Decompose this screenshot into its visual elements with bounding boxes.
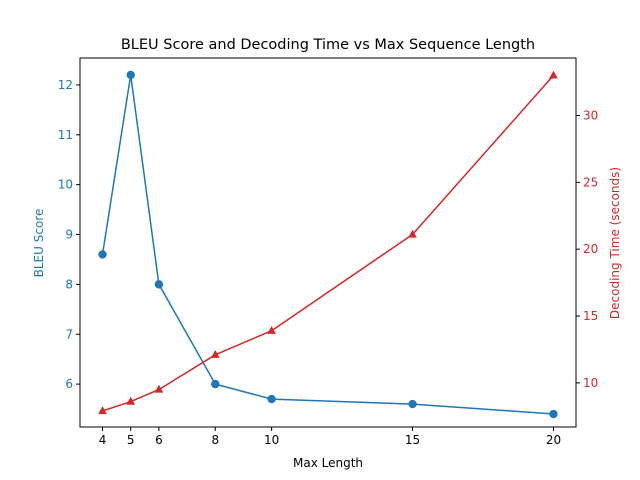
decoding-time-point-4 bbox=[98, 406, 107, 415]
decoding-time-point-15 bbox=[408, 229, 417, 238]
decoding-time-point-5 bbox=[126, 396, 136, 405]
x-axis-label: Max Length bbox=[293, 456, 363, 470]
right-y-tick-label-10: 10 bbox=[583, 376, 598, 390]
left-y-tick-label-9: 9 bbox=[65, 228, 73, 242]
x-tick-label-5: 5 bbox=[127, 433, 135, 447]
bleu-point-15 bbox=[408, 399, 417, 409]
bleu-point-5 bbox=[126, 70, 135, 80]
right-y-tick-label-25: 25 bbox=[583, 175, 598, 189]
decoding-time-point-20 bbox=[549, 70, 558, 79]
decoding-time-point-10 bbox=[267, 325, 276, 334]
right-y-tick-label-30: 30 bbox=[583, 108, 598, 122]
x-tick-label-15: 15 bbox=[405, 433, 420, 447]
right-y-tick-label-15: 15 bbox=[583, 309, 598, 323]
bleu-point-8 bbox=[211, 379, 220, 389]
right-y-tick-label-20: 20 bbox=[583, 242, 598, 256]
chart-title: BLEU Score and Decoding Time vs Max Sequ… bbox=[121, 37, 535, 53]
left-y-tick-label-12: 12 bbox=[58, 78, 73, 92]
left-y-tick-label-8: 8 bbox=[65, 277, 73, 291]
plot-area bbox=[98, 70, 558, 419]
bleu-point-6 bbox=[154, 280, 164, 289]
left-y-tick-label-10: 10 bbox=[58, 178, 73, 192]
left-y-tick-label-11: 11 bbox=[58, 128, 73, 142]
bleu-point-4 bbox=[98, 250, 107, 259]
axes: 4 5 6 8 10 15 20 6 7 8 9 10 11 12 10 15 20 25 30 bbox=[58, 57, 598, 447]
x-tick-label-8: 8 bbox=[211, 433, 219, 447]
x-tick-label-4: 4 bbox=[99, 433, 107, 447]
left-y-tick-label-6: 6 bbox=[65, 377, 73, 391]
plot-frame bbox=[79, 57, 577, 428]
x-tick-label-20: 20 bbox=[546, 433, 561, 447]
left-y-tick-label-7: 7 bbox=[65, 327, 73, 341]
bleu-point-20 bbox=[549, 409, 558, 419]
decoding-time-point-8 bbox=[210, 350, 220, 358]
x-tick-label-6: 6 bbox=[155, 433, 163, 447]
decoding-time-point-6 bbox=[154, 384, 164, 393]
bleu-point-10 bbox=[267, 394, 276, 404]
x-tick-label-10: 10 bbox=[264, 433, 279, 447]
left-y-axis-label: BLEU Score bbox=[32, 209, 46, 278]
right-y-axis-label: Decoding Time (seconds) bbox=[608, 167, 622, 319]
